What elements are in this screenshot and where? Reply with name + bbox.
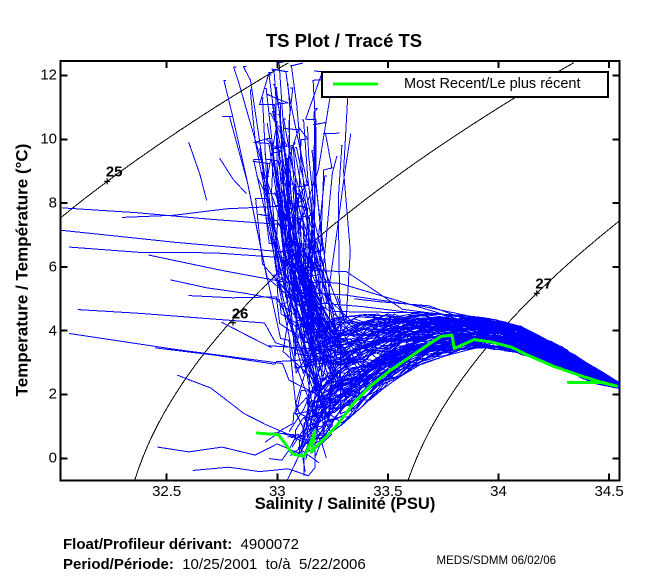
x-tick-label: 33.5 <box>373 482 403 500</box>
y-tick-label: 4 <box>48 322 57 340</box>
contour-label-26: 26 <box>231 305 249 323</box>
period-to: 5/22/2006 <box>299 555 366 573</box>
float-annotation-label: Float/Profileur dérivant: <box>63 535 233 553</box>
y-tick-label: 0 <box>48 449 57 467</box>
axes-box <box>59 60 621 482</box>
y-tick-label: 12 <box>40 66 57 84</box>
x-tick-label: 32.5 <box>152 482 182 500</box>
x-tick-label: 34.5 <box>594 482 624 500</box>
period-annotation: Period/Période: 10/25/2001 to/à 5/22/200… <box>63 557 366 572</box>
y-tick-label: 6 <box>48 258 57 276</box>
chart-title: TS Plot / Tracé TS <box>265 29 423 51</box>
contour-label-25: 25 <box>105 163 123 181</box>
contour-label-marker <box>533 290 540 297</box>
legend: Most Recent/Le plus récent <box>321 71 609 98</box>
series-most_recent <box>255 333 619 458</box>
period-annotation-label: Period/Période: <box>63 555 174 573</box>
contour-label-27: 27 <box>535 275 553 293</box>
x-tick-label: 34 <box>490 482 507 500</box>
y-axis-label: Temperature / Température (°C) <box>12 143 32 397</box>
legend-line-sample <box>333 82 378 86</box>
y-tick-label: 2 <box>48 385 57 403</box>
y-tick-label: 10 <box>40 130 57 148</box>
legend-entry-label: Most Recent/Le plus récent <box>404 76 581 93</box>
contour-label-marker <box>104 178 111 185</box>
x-axis-label: Salinity / Salinité (PSU) <box>254 495 436 513</box>
contour-label-marker <box>230 319 237 326</box>
float-annotation-value: 4900072 <box>240 535 299 553</box>
credit-stamp: MEDS/SDMM 06/02/06 <box>436 555 557 567</box>
float-annotation: Float/Profileur dérivant: 4900072 <box>63 537 299 552</box>
series-profiles <box>61 62 619 480</box>
y-tick-label: 8 <box>48 194 57 212</box>
period-from: 10/25/2001 <box>182 555 258 573</box>
x-tick-label: 33 <box>268 482 286 500</box>
period-sep: to/à <box>265 555 291 573</box>
